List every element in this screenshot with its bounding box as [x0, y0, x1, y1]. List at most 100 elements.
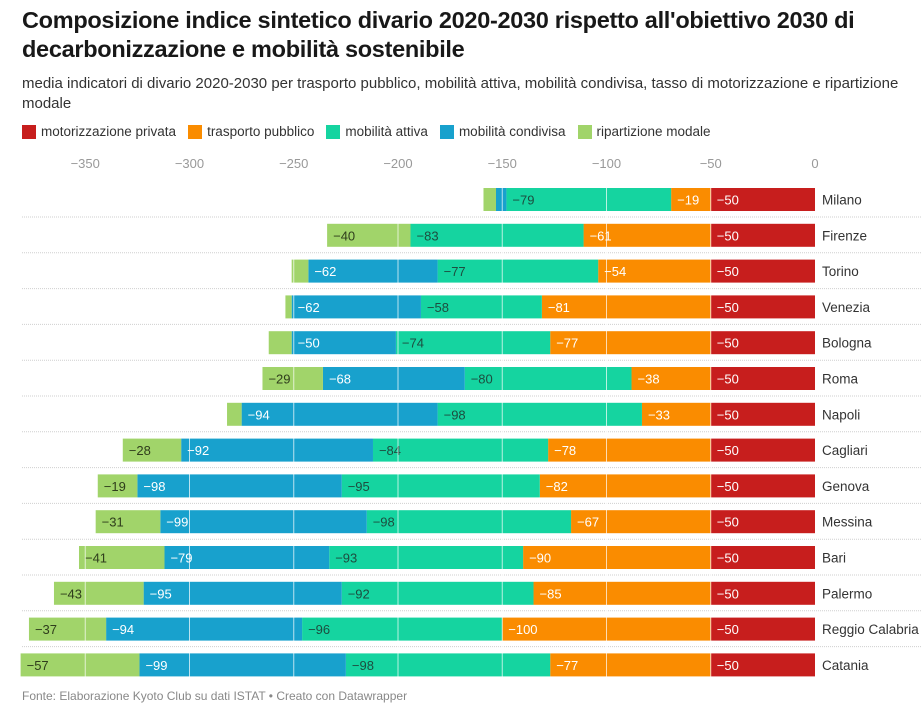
bar-segment — [671, 188, 711, 211]
bar-segment — [641, 402, 711, 426]
city-label: Roma — [822, 372, 859, 387]
legend-item: mobilità condivisa — [439, 124, 566, 139]
bar-value-label: −74 — [402, 336, 424, 351]
bar-segment — [495, 188, 507, 211]
bar-segment — [710, 367, 815, 390]
bar-value-label: −99 — [145, 658, 167, 673]
bar-value-label: −41 — [85, 551, 107, 566]
bar-value-label: −93 — [335, 551, 357, 566]
city-label: Catania — [822, 658, 869, 673]
bar-value-label: −50 — [717, 479, 739, 494]
bar-value-label: −33 — [648, 407, 670, 422]
bar-segment — [550, 653, 711, 677]
bar-value-label: −57 — [27, 658, 49, 673]
legend-swatch — [326, 124, 341, 139]
bar-value-label: −82 — [546, 479, 568, 494]
bar-value-label: −78 — [554, 443, 576, 458]
bar-segment — [345, 653, 551, 677]
bar-segment — [160, 510, 367, 534]
bar-segment — [327, 223, 411, 247]
bar-value-label: −37 — [35, 622, 57, 637]
bar-segment — [137, 474, 342, 498]
bar-segment — [291, 295, 421, 319]
x-tick-label: 0 — [811, 156, 818, 171]
city-label: Cagliari — [822, 443, 868, 458]
city-label: Genova — [822, 479, 870, 494]
x-tick-label: −300 — [175, 156, 204, 171]
bar-segment — [291, 259, 309, 283]
bar-segment — [523, 546, 711, 569]
bar-value-label: −98 — [143, 479, 165, 494]
bar-segment — [710, 223, 815, 247]
bar-value-label: −95 — [150, 586, 172, 601]
bar-value-label: −81 — [548, 300, 570, 315]
bar-value-label: −94 — [112, 622, 134, 637]
x-tick-label: −250 — [279, 156, 308, 171]
city-label: Bologna — [822, 336, 872, 351]
bar-value-label: −43 — [60, 586, 82, 601]
bar-segment — [241, 402, 438, 426]
bar-value-label: −62 — [314, 264, 336, 279]
bar-segment — [710, 295, 815, 319]
bar-value-label: −50 — [717, 300, 739, 315]
bar-segment — [583, 223, 711, 247]
bar-segment — [420, 295, 542, 319]
x-tick-label: −150 — [488, 156, 517, 171]
bar-value-label: −95 — [348, 479, 370, 494]
city-label: Reggio Calabria — [822, 622, 919, 637]
bar-value-label: −50 — [717, 264, 739, 279]
bar-segment — [329, 546, 524, 569]
bar-segment — [533, 581, 711, 605]
bar-segment — [53, 581, 144, 605]
legend-label: mobilità attiva — [345, 124, 428, 139]
bar-value-label: −28 — [129, 443, 151, 458]
bar-value-label: −77 — [444, 264, 466, 279]
legend-label: mobilità condivisa — [458, 124, 566, 139]
bar-value-label: −77 — [556, 658, 578, 673]
city-label: Milano — [822, 193, 862, 208]
bar-segment — [483, 188, 496, 211]
bar-value-label: −79 — [512, 193, 534, 208]
bar-segment — [122, 438, 182, 462]
legend-label: ripartizione modale — [596, 124, 711, 139]
bar-value-label: −85 — [540, 586, 562, 601]
bar-segment — [20, 653, 140, 677]
bar-value-label: −38 — [638, 372, 660, 387]
city-label: Venezia — [822, 300, 871, 315]
bar-value-label: −98 — [373, 515, 395, 530]
bar-segment — [710, 474, 815, 498]
bar-segment — [366, 510, 572, 534]
chart-subtitle: media indicatori di divario 2020-2030 pe… — [22, 75, 899, 112]
legend-label: trasporto pubblico — [207, 124, 315, 139]
bar-value-label: −84 — [379, 443, 401, 458]
bar-segment — [710, 438, 815, 462]
legend: motorizzazione privata trasporto pubblico… — [22, 124, 711, 139]
bar-value-label: −99 — [166, 515, 188, 530]
bar-segment — [78, 546, 165, 569]
legend-swatch — [22, 124, 36, 139]
bar-value-label: −50 — [298, 336, 320, 351]
legend-swatch — [188, 124, 203, 139]
bar-value-label: −61 — [590, 228, 612, 243]
legend-item: trasporto pubblico — [188, 124, 314, 139]
bar-value-label: −50 — [717, 372, 739, 387]
bar-value-label: −98 — [444, 407, 466, 422]
bar-segment — [598, 259, 711, 283]
bar-value-label: −50 — [717, 622, 739, 637]
bar-segment — [410, 223, 584, 247]
city-label: Messina — [822, 515, 873, 530]
bar-segment — [285, 295, 292, 319]
bar-segment — [710, 331, 815, 355]
city-label: Torino — [822, 264, 859, 279]
bar-value-label: −92 — [187, 443, 209, 458]
bar-segment — [710, 510, 815, 534]
bar-value-label: −58 — [427, 300, 449, 315]
legend-swatch — [439, 124, 454, 139]
x-tick-label: −100 — [592, 156, 621, 171]
bar-value-label: −31 — [102, 515, 124, 530]
bar-value-label: −68 — [329, 372, 351, 387]
bar-segment — [143, 581, 342, 605]
chart-title: Composizione indice sintetico divario 20… — [22, 7, 855, 62]
bar-value-label: −96 — [308, 622, 330, 637]
bar-value-label: −50 — [717, 193, 739, 208]
